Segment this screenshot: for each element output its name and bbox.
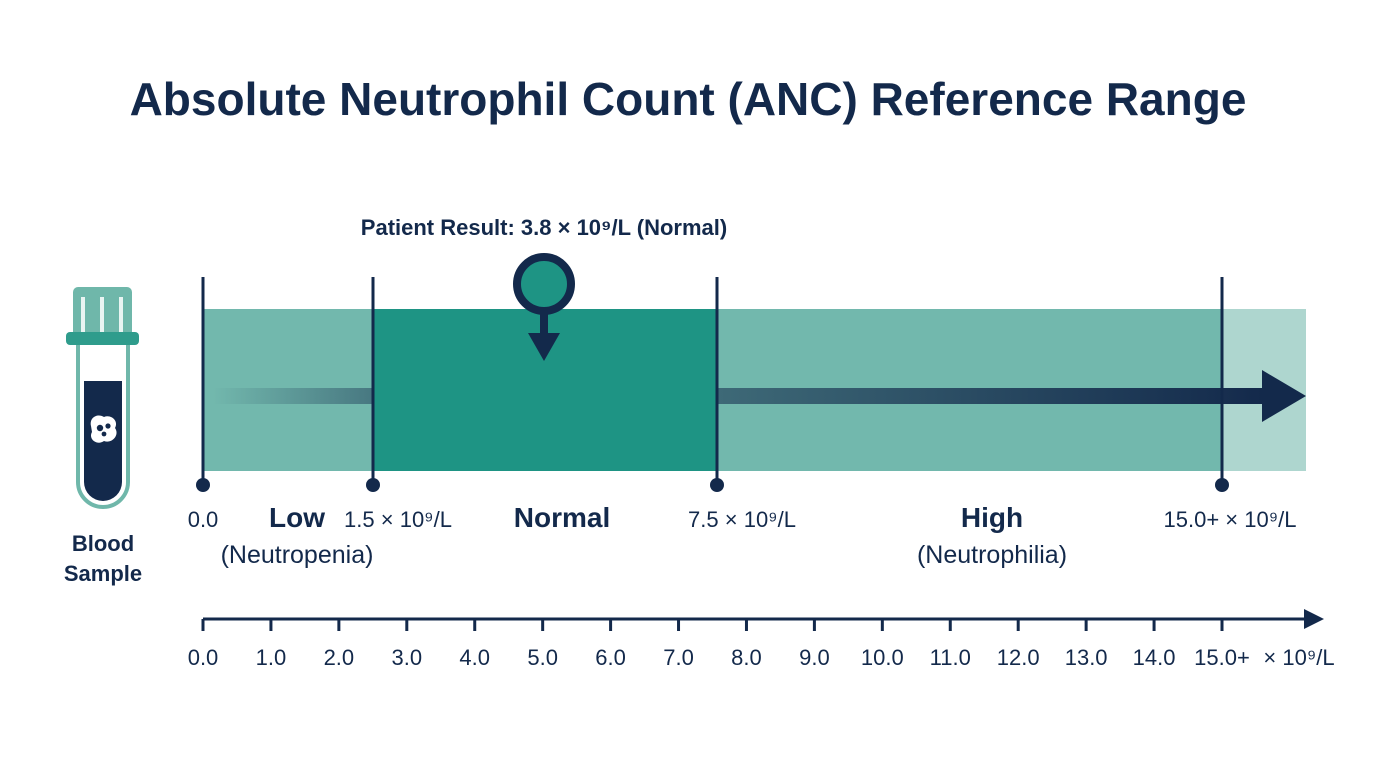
axis-tick-label: 8.0 bbox=[731, 645, 762, 670]
zone-normal-name: Normal bbox=[514, 502, 610, 533]
axis-tick-label: 15.0+ bbox=[1194, 645, 1250, 670]
axis-tick-label: 12.0 bbox=[997, 645, 1040, 670]
high-trend-band bbox=[717, 388, 1262, 404]
boundary-2: 7.5 × 10⁹/L bbox=[688, 277, 796, 532]
tube-label-line1: Blood bbox=[72, 531, 134, 556]
axis-tick-label: 10.0 bbox=[861, 645, 904, 670]
boundary-3: 15.0+ × 10⁹/L bbox=[1164, 277, 1297, 532]
boundary-label: 7.5 × 10⁹/L bbox=[688, 507, 796, 532]
axis-tick-label: 1.0 bbox=[256, 645, 287, 670]
boundary-0: 0.0 bbox=[188, 277, 219, 532]
axis-ticks: 0.0 1.0 2.0 3.0 4.0 5.0 6.0 7.0 8.0 9.0 10.0 11.0 12… bbox=[188, 619, 1250, 670]
axis-tick-label: 3.0 bbox=[392, 645, 423, 670]
axis-tick-label: 9.0 bbox=[799, 645, 830, 670]
boundary-label: 0.0 bbox=[188, 507, 219, 532]
axis-unit-label: × 10⁹/L bbox=[1263, 645, 1334, 670]
axis-arrowhead bbox=[1304, 609, 1324, 629]
zone-low-sub: (Neutropenia) bbox=[221, 541, 374, 569]
low-fade-band bbox=[213, 388, 373, 404]
axis-tick-label: 6.0 bbox=[595, 645, 626, 670]
axis-tick-label: 14.0 bbox=[1133, 645, 1176, 670]
axis-tick-label: 4.0 bbox=[459, 645, 490, 670]
zone-low-name: Low bbox=[269, 502, 325, 533]
axis-tick-label: 5.0 bbox=[527, 645, 558, 670]
zone-high-sub: (Neutrophilia) bbox=[917, 541, 1067, 569]
scale-axis: 0.0 1.0 2.0 3.0 4.0 5.0 6.0 7.0 8.0 9.0 10.0 11.0 12… bbox=[188, 609, 1335, 670]
zone-high-name: High bbox=[961, 502, 1023, 533]
boundary-dot bbox=[366, 478, 380, 492]
axis-tick-label: 7.0 bbox=[663, 645, 694, 670]
boundary-dot bbox=[1215, 478, 1229, 492]
tube-label-line2: Sample bbox=[64, 561, 142, 586]
axis-tick-label: 2.0 bbox=[324, 645, 355, 670]
boundary-label: 1.5 × 10⁹/L bbox=[344, 507, 452, 532]
axis-tick-label: 0.0 bbox=[188, 645, 219, 670]
boundary-1: 1.5 × 10⁹/L bbox=[344, 277, 452, 532]
patient-result-label: Patient Result: 3.8 × 10⁹/L (Normal) bbox=[361, 215, 727, 240]
patient-result-marker-icon bbox=[513, 253, 575, 361]
axis-tick-label: 13.0 bbox=[1065, 645, 1108, 670]
boundary-dot bbox=[710, 478, 724, 492]
boundary-dot bbox=[196, 478, 210, 492]
range-bar bbox=[203, 309, 1306, 471]
blood-sample-tube-icon bbox=[66, 287, 139, 509]
boundary-label: 15.0+ × 10⁹/L bbox=[1164, 507, 1297, 532]
page-title: Absolute Neutrophil Count (ANC) Referenc… bbox=[129, 73, 1247, 125]
high-trend-arrowhead bbox=[1262, 370, 1306, 422]
axis-tick-label: 11.0 bbox=[930, 645, 971, 670]
